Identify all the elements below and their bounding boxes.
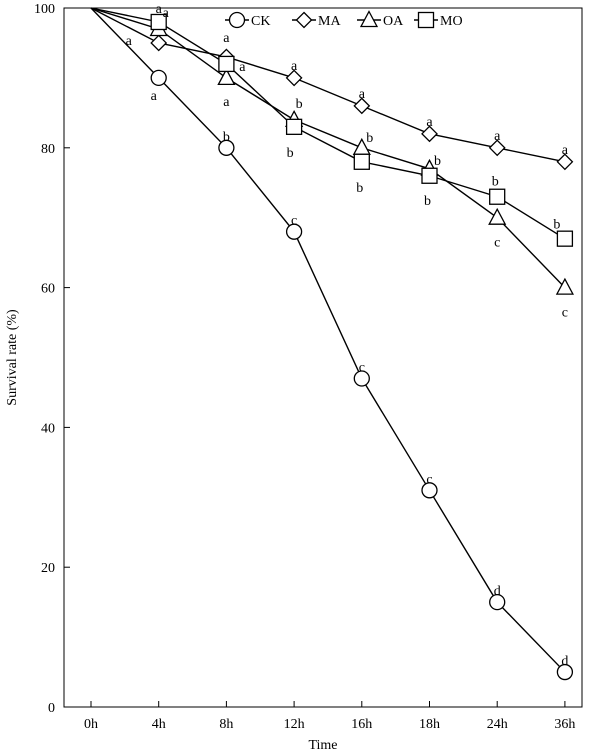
plot-frame (63, 7, 583, 708)
square-marker (353, 153, 370, 170)
y-tick-label: 60 (41, 282, 55, 297)
circle-marker (421, 482, 438, 499)
legend-label: OA (383, 14, 404, 29)
diamond-marker (353, 97, 371, 115)
series-line (90, 7, 566, 163)
significance-label: c (291, 214, 297, 229)
triangle-marker (555, 277, 574, 295)
circle-marker (218, 139, 235, 156)
significance-label: b (296, 97, 303, 112)
diamond-marker (556, 153, 574, 171)
significance-label: c (359, 360, 365, 375)
circle-marker (489, 594, 506, 611)
significance-label: a (151, 89, 158, 104)
square-marker (489, 188, 506, 205)
series-ck (90, 7, 574, 681)
legend-item-ma: MA (292, 11, 341, 29)
triangle-marker (217, 68, 236, 86)
x-tick-label: 0h (84, 717, 98, 732)
diamond-marker (285, 69, 303, 87)
circle-marker (556, 663, 574, 681)
triangle-marker (359, 10, 379, 28)
significance-label: d (494, 584, 501, 599)
y-axis-title: Survival rate (%) (5, 309, 20, 406)
square-marker (150, 13, 167, 31)
significance-label: c (494, 236, 500, 251)
x-tick-label: 12h (284, 717, 305, 732)
series-ma (90, 7, 574, 171)
square-marker (285, 118, 303, 135)
series-line (90, 7, 566, 673)
series-line (90, 7, 566, 289)
significance-label: a (291, 59, 298, 74)
x-tick-label: 24h (487, 717, 508, 732)
y-tick-label: 40 (41, 421, 55, 436)
square-marker (421, 167, 438, 184)
circle-marker (353, 370, 370, 387)
legend-label: MO (440, 14, 463, 29)
circle-marker (150, 69, 167, 87)
significance-label: b (356, 181, 363, 196)
significance-label: a (223, 95, 230, 110)
series-layer (90, 7, 574, 681)
significance-label: a (239, 60, 246, 75)
square-marker (218, 55, 235, 73)
significance-label: b (287, 146, 294, 161)
diamond-marker (150, 34, 168, 52)
square-marker (556, 230, 574, 247)
x-tick-label: 16h (351, 717, 372, 732)
y-axis: 0 20 40 60 80 100 (34, 2, 70, 716)
x-tick-label: 36h (554, 717, 575, 732)
significance-label: b (553, 218, 560, 233)
diamond-marker (295, 11, 313, 29)
significance-label: a (562, 143, 569, 158)
series-line (90, 7, 566, 240)
y-tick-label: 0 (48, 701, 55, 716)
legend-item-ck: CK (225, 11, 270, 29)
significance-label: c (426, 472, 432, 487)
x-axis: 0h 4h 8h 12h 16h 18h 24h 36h (84, 701, 575, 732)
significance-label: a (126, 34, 133, 49)
y-tick-label: 100 (34, 2, 55, 17)
significance-label: a (156, 2, 163, 17)
significance-label: b (424, 194, 431, 209)
square-marker (417, 11, 435, 29)
series-mo (90, 7, 574, 247)
x-tick-label: 18h (419, 717, 440, 732)
significance-label: b (492, 175, 499, 190)
significance-label: b (223, 130, 230, 145)
circle-marker (228, 11, 246, 29)
circle-marker (285, 223, 303, 240)
significance-label: b (434, 154, 441, 169)
significance-label: d (561, 654, 568, 669)
legend-label: CK (251, 14, 270, 29)
significance-label: a (494, 129, 501, 144)
significance-label: a (359, 87, 366, 102)
diamond-marker (488, 139, 506, 157)
plot-border (63, 7, 583, 708)
significance-label: a (426, 115, 433, 130)
x-tick-label: 4h (152, 717, 166, 732)
x-axis-title: Time (308, 738, 337, 752)
legend-item-mo: MO (414, 11, 463, 29)
significance-label: b (366, 131, 373, 146)
significance-label: a (223, 31, 230, 46)
legend-item-oa: OA (357, 10, 404, 29)
legend: CK MA OA MO (225, 10, 463, 29)
significance-label: c (562, 306, 568, 321)
y-tick-label: 80 (41, 142, 55, 157)
diamond-marker (421, 125, 438, 143)
triangle-marker (488, 207, 507, 225)
legend-label: MA (318, 14, 341, 29)
y-tick-label: 20 (41, 561, 55, 576)
x-tick-label: 8h (219, 717, 233, 732)
significance-label: a (163, 6, 170, 21)
